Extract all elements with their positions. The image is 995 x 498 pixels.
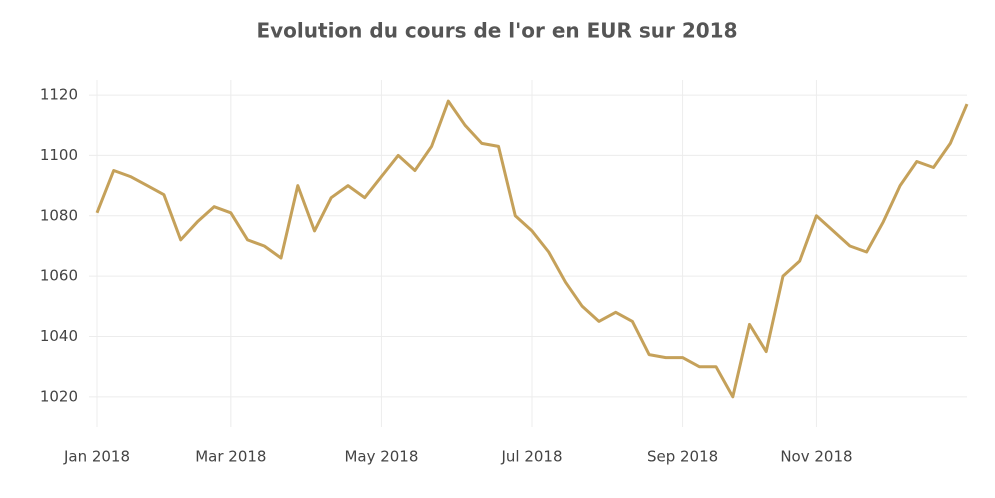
x-tick-label: Nov 2018 [780,448,852,466]
x-tick-label: Jul 2018 [500,448,562,466]
y-tick-label: 1040 [40,327,78,345]
y-tick-label: 1060 [40,267,78,285]
x-tick-label: Mar 2018 [195,448,266,466]
y-tick-label: 1020 [40,387,78,405]
y-tick-label: 1120 [40,86,78,104]
y-tick-label: 1080 [40,206,78,224]
chart-title: Evolution du cours de l'or en EUR sur 20… [256,19,737,43]
x-tick-label: Jan 2018 [63,448,130,466]
y-tick-label: 1100 [40,146,78,164]
x-tick-label: Sep 2018 [647,448,718,466]
price-line [95,99,969,399]
x-tick-label: May 2018 [344,448,418,466]
